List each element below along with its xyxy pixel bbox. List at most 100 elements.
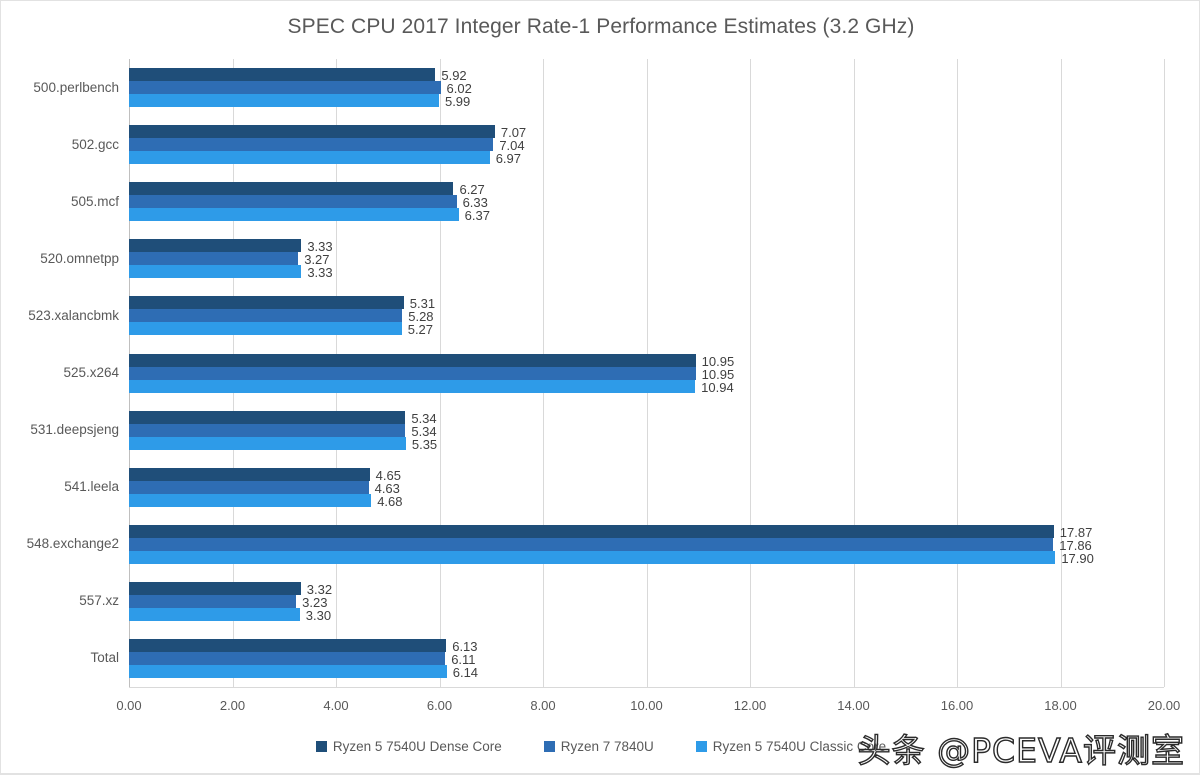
bottom-divider — [1, 773, 1200, 774]
bar — [129, 265, 302, 279]
bar-value-label: 5.34 — [411, 423, 437, 439]
bar — [129, 138, 494, 152]
bar — [129, 537, 1054, 551]
bar-value-label: 3.30 — [305, 607, 332, 623]
y-axis-category-label: 557.xz — [79, 593, 119, 609]
bar — [129, 638, 447, 652]
bar — [129, 410, 406, 424]
bar-value-label: 7.04 — [499, 138, 525, 154]
bar — [129, 550, 1056, 564]
legend-label: Ryzen 5 7540U Dense Core — [332, 739, 502, 754]
bar — [129, 208, 459, 222]
bar — [129, 379, 696, 393]
x-axis-tick-label: 4.00 — [323, 698, 349, 713]
y-axis-category-label: 525.x264 — [63, 365, 119, 380]
bar-value-label: 3.23 — [302, 594, 328, 610]
legend-swatch-icon — [695, 741, 707, 752]
legend-label: Ryzen 7 7840U — [560, 739, 654, 754]
bar-value-label: 10.95 — [701, 366, 735, 382]
bar — [129, 493, 372, 507]
bar-value-label: 10.95 — [701, 353, 735, 369]
y-axis-category-label: 505.mcf — [70, 193, 119, 209]
legend-swatch-icon — [543, 741, 555, 752]
x-axis-tick-label: 20.00 — [1147, 698, 1181, 713]
legend-swatch-icon — [315, 741, 327, 752]
bar-value-label: 6.37 — [464, 208, 490, 224]
x-axis-tick-label: 6.00 — [426, 698, 453, 713]
bar — [129, 480, 369, 494]
bar-value-label: 7.07 — [500, 125, 527, 141]
y-axis-category-label: 548.exchange2 — [26, 536, 119, 552]
bar-value-label: 17.87 — [1059, 524, 1093, 540]
gridline — [853, 59, 855, 687]
bar-value-label: 17.90 — [1061, 550, 1094, 566]
x-axis-tick-label: 16.00 — [940, 698, 974, 713]
bar — [129, 353, 696, 367]
bar-value-label: 6.14 — [452, 664, 479, 680]
bar — [129, 467, 370, 481]
y-axis-category-label: 502.gcc — [71, 136, 119, 152]
bar — [129, 581, 301, 595]
bar — [129, 94, 439, 108]
bar-value-label: 6.27 — [459, 182, 485, 198]
legend-item[interactable]: Ryzen 5 7540U Classic Core — [695, 739, 887, 754]
bar-value-label: 5.35 — [411, 436, 438, 452]
bar — [129, 322, 402, 336]
bar-value-label: 5.99 — [444, 94, 471, 110]
plot-area: 5.92 6.02 5.99 7.07 7.04 6.97 6.27 6.33 6.37 3.33… — [129, 59, 1165, 687]
gridline — [957, 59, 958, 687]
bar-value-label: 5.92 — [441, 68, 467, 84]
bar — [129, 68, 436, 82]
y-axis-category-label: 541.leela — [64, 479, 119, 495]
bar — [129, 182, 454, 196]
x-axis-tick-label: 0.00 — [116, 698, 142, 713]
bar-value-label: 5.34 — [411, 410, 437, 426]
bar — [129, 195, 457, 209]
bar-value-label: 4.65 — [375, 467, 401, 483]
bar — [129, 607, 300, 621]
bar — [129, 81, 441, 95]
bar-value-label: 6.33 — [462, 195, 488, 211]
bar-value-label: 3.27 — [304, 252, 330, 268]
x-axis-tick-label: 8.00 — [530, 698, 556, 713]
y-axis-category-label: 520.omnetpp — [40, 250, 119, 266]
bar-value-label: 17.86 — [1059, 537, 1092, 553]
bar — [129, 366, 696, 380]
bar — [129, 309, 403, 323]
bar — [129, 252, 299, 266]
bar-value-label: 6.02 — [446, 81, 472, 97]
chart-legend: Ryzen 5 7540U Dense Core Ryzen 7 7840U Ryz… — [1, 739, 1200, 754]
bar-value-label: 3.32 — [306, 581, 333, 597]
x-axis-tick-label: 18.00 — [1044, 698, 1077, 713]
bar — [129, 594, 297, 608]
bar-value-label: 3.33 — [307, 265, 333, 281]
chart-title: SPEC CPU 2017 Integer Rate-1 Performance… — [287, 15, 915, 38]
y-axis-category-label: 500.perlbench — [33, 79, 119, 95]
bar-value-label: 5.31 — [409, 296, 436, 312]
bar — [129, 296, 404, 310]
legend-label: Ryzen 5 7540U Classic Core — [712, 739, 887, 754]
y-axis-category-label: 531.deepsjeng — [30, 422, 119, 438]
bar — [129, 151, 490, 165]
bar-value-label: 6.97 — [495, 151, 521, 167]
bar — [129, 664, 447, 678]
legend-item[interactable]: Ryzen 5 7540U Dense Core — [315, 739, 502, 754]
x-axis-tick-label: 10.00 — [630, 698, 663, 713]
x-axis-tick-label: 12.00 — [733, 698, 767, 713]
bar-value-label: 4.68 — [377, 493, 403, 509]
legend-item[interactable]: Ryzen 7 7840U — [543, 739, 654, 754]
gridline — [1164, 59, 1165, 687]
gridline — [750, 59, 751, 687]
y-axis-category-label: 523.xalancbmk — [28, 307, 119, 323]
bar-value-label: 3.33 — [307, 239, 333, 255]
bar — [129, 423, 406, 437]
bar — [129, 125, 495, 139]
x-axis-tick-label: 2.00 — [219, 698, 246, 713]
bar-value-label: 4.63 — [374, 480, 400, 496]
gridline — [1060, 59, 1062, 687]
bar-value-label: 6.11 — [451, 651, 476, 667]
bar-value-label: 5.28 — [408, 309, 434, 325]
x-axis-tick-label: 14.00 — [837, 698, 870, 713]
bar — [129, 239, 302, 253]
